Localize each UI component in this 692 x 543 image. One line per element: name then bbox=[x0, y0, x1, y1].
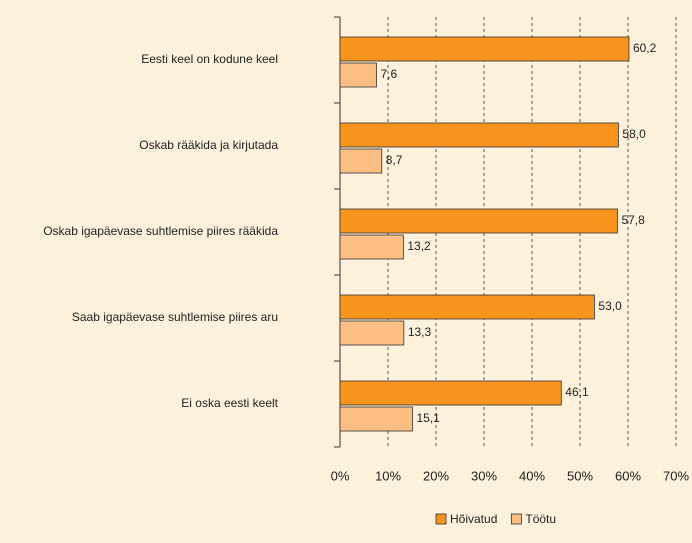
bar bbox=[339, 234, 404, 260]
x-tick-label: 30% bbox=[471, 468, 497, 483]
legend-swatch bbox=[510, 513, 522, 525]
bar bbox=[339, 122, 619, 148]
bar bbox=[339, 208, 618, 234]
bar bbox=[339, 380, 562, 406]
category-label: Ei oska eesti keelt bbox=[181, 396, 278, 410]
data-label: 58,0 bbox=[622, 127, 646, 141]
category-label: Oskab igapäevase suhtlemise piires rääki… bbox=[43, 224, 278, 238]
x-tick-label: 20% bbox=[423, 468, 449, 483]
x-tick-label: 50% bbox=[567, 468, 593, 483]
data-label: 57,8 bbox=[621, 213, 645, 227]
bar bbox=[339, 36, 630, 62]
legend-label: Hõivatud bbox=[450, 512, 497, 526]
data-label: 7,6 bbox=[380, 67, 397, 81]
x-tick-label: 60% bbox=[615, 468, 641, 483]
bar bbox=[339, 294, 595, 320]
data-label: 53,0 bbox=[598, 299, 622, 313]
category-label: Saab igapäevase suhtlemise piires aru bbox=[72, 310, 278, 324]
data-label: 46,1 bbox=[565, 385, 589, 399]
data-label: 60,2 bbox=[633, 41, 657, 55]
data-label: 13,3 bbox=[408, 325, 432, 339]
x-tick-label: 0% bbox=[331, 468, 350, 483]
x-tick-label: 40% bbox=[519, 468, 545, 483]
data-label: 8,7 bbox=[386, 153, 403, 167]
legend-label: Töötu bbox=[525, 512, 556, 526]
bar bbox=[339, 62, 377, 88]
bar bbox=[339, 148, 383, 174]
bar bbox=[339, 320, 405, 346]
category-label: Oskab rääkida ja kirjutada bbox=[139, 138, 278, 152]
x-tick-label: 10% bbox=[375, 468, 401, 483]
data-label: 15,1 bbox=[416, 411, 440, 425]
data-label: 13,2 bbox=[407, 239, 431, 253]
bar bbox=[339, 406, 413, 432]
category-label: Eesti keel on kodune keel bbox=[141, 52, 278, 66]
x-tick-label: 70% bbox=[663, 468, 689, 483]
legend-swatch bbox=[435, 513, 447, 525]
